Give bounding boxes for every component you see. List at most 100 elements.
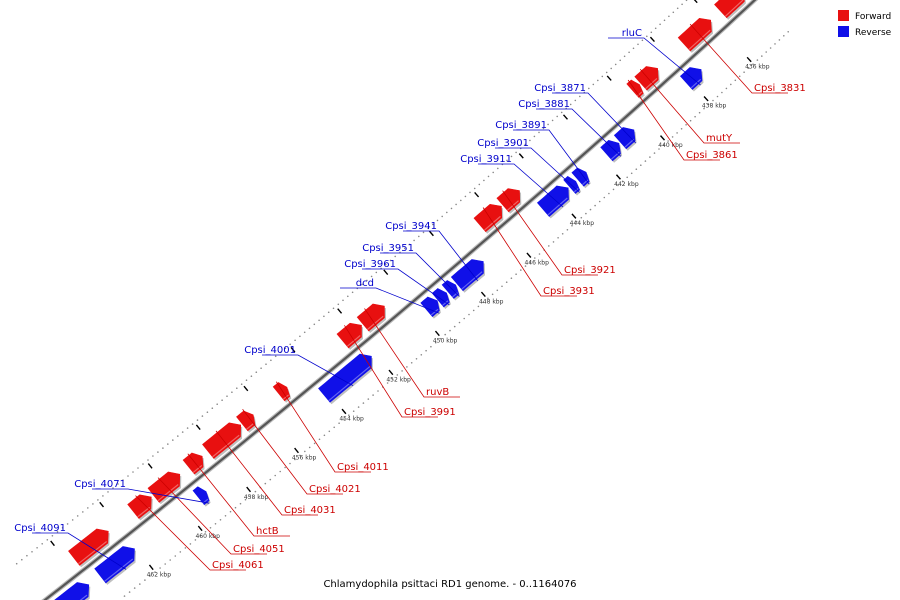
scale-tick: [99, 501, 105, 508]
gene-highlight: [367, 315, 384, 330]
guide-dot: [167, 443, 169, 445]
guide-dot: [761, 55, 763, 57]
guide-dot: [560, 111, 563, 114]
guide-dot: [436, 219, 439, 222]
guide-dot: [333, 426, 336, 429]
guide-dot: [646, 35, 648, 38]
guide-dot: [644, 160, 647, 162]
guide-dot: [534, 257, 536, 259]
guide-dot: [588, 87, 590, 90]
scale-tick: [50, 540, 55, 547]
guide-dot: [147, 459, 149, 461]
gene-highlight: [246, 422, 255, 430]
scale-tick: [518, 153, 524, 159]
gene-label-cpsi_4031: Cpsi_4031: [284, 505, 336, 516]
guide-dot: [157, 451, 159, 453]
guide-dot: [410, 362, 413, 364]
scale-tick: [243, 385, 249, 392]
guide-dot: [82, 511, 84, 513]
guide-dot: [617, 184, 619, 187]
leader-line: [478, 163, 564, 208]
leader-line: [362, 268, 450, 306]
scale-tick: [649, 36, 655, 43]
gene-label-cpsi_3911: Cpsi_3911: [460, 154, 512, 165]
guide-dot: [137, 467, 139, 469]
scale-tick: [148, 564, 154, 571]
guide-dot: [347, 295, 349, 298]
guide-dot: [482, 301, 485, 304]
guide-dot: [391, 378, 394, 380]
guide-dot: [487, 297, 489, 300]
guide-dot: [303, 331, 306, 334]
guide-dot: [478, 183, 481, 186]
gene-arrow: [68, 528, 109, 566]
guide-dot: [473, 187, 476, 190]
guide-dot: [284, 466, 286, 469]
guide-dot: [542, 127, 545, 130]
gene-label-cpsi_3941: Cpsi_3941: [385, 221, 437, 232]
guide-dot: [614, 63, 617, 66]
guide-dot: [575, 220, 578, 223]
scale-tick: [562, 114, 569, 120]
guide-dot: [328, 430, 331, 433]
guide-dot: [343, 418, 345, 421]
tick-label: 438 kbp: [702, 103, 727, 110]
guide-dot: [538, 131, 540, 134]
guide-dot: [592, 83, 595, 86]
guide-dot: [594, 204, 596, 207]
guide-dot: [605, 71, 608, 74]
guide-dot: [41, 543, 43, 545]
guide-dot: [628, 51, 630, 54]
guide-dot: [463, 317, 466, 320]
guide-dot: [658, 148, 660, 150]
guide-dot: [765, 51, 767, 53]
scale-tick: [746, 56, 752, 63]
guide-dot: [520, 269, 522, 271]
scale-tick: [147, 463, 153, 469]
guide-dot: [289, 343, 292, 346]
guide-dot: [579, 95, 581, 98]
gene-highlight: [688, 29, 711, 50]
tick-label: 442 kbp: [614, 181, 639, 188]
tick-label: 456 kbp: [292, 455, 317, 462]
guide-dot: [621, 180, 624, 183]
scale-tick: [383, 269, 389, 275]
gene-label-cpsi_3991: Cpsi_3991: [404, 407, 456, 418]
guide-dot: [734, 79, 737, 82]
guide-dot: [662, 144, 665, 146]
gene-label-cpsi_4061: Cpsi_4061: [212, 560, 264, 571]
scale-tick: [526, 252, 532, 258]
guide-dot: [449, 329, 451, 332]
gene-label-cpsi_3861: Cpsi_3861: [686, 150, 738, 161]
scale-tick: [197, 525, 203, 532]
guide-dot: [580, 216, 583, 219]
guide-dot: [597, 79, 599, 82]
gene-arrow: [127, 494, 152, 519]
guide-dot: [348, 414, 350, 417]
guide-dot: [284, 347, 287, 350]
guide-dot: [362, 402, 365, 404]
gene-highlight: [192, 464, 203, 473]
guide-dot: [375, 271, 378, 274]
guide-dot: [743, 71, 745, 73]
gene-highlight: [484, 215, 501, 231]
guide-dot: [630, 172, 633, 175]
scale-tick: [294, 447, 299, 454]
gene-label-cpsi_4071: Cpsi_4071: [74, 479, 126, 490]
guide-dot: [289, 462, 291, 465]
leader-line: [502, 190, 598, 276]
gene-highlight: [547, 197, 568, 216]
guide-dot: [240, 383, 243, 386]
guide-dot: [589, 208, 592, 211]
guide-dot: [738, 75, 741, 78]
guide-dot: [299, 335, 301, 338]
guide-dot: [92, 503, 94, 505]
scale-tick: [480, 291, 486, 298]
guide-dot: [671, 136, 674, 138]
gene-label-cpsi_4091: Cpsi_4091: [14, 523, 66, 534]
guide-dot: [574, 99, 577, 102]
guide-dot: [444, 333, 447, 336]
guide-dot: [366, 279, 368, 282]
guide-dot: [659, 23, 661, 26]
guide-dot: [458, 321, 461, 324]
